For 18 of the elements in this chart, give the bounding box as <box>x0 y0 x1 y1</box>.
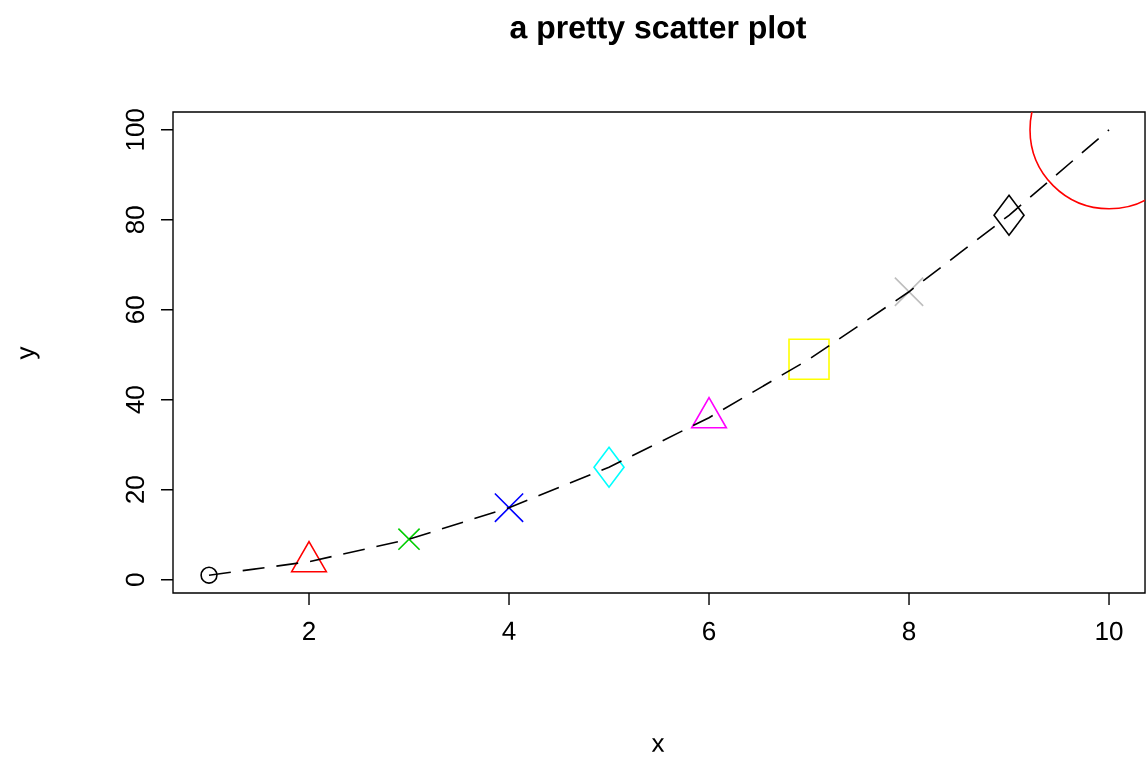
y-tick-label: 20 <box>125 476 145 503</box>
x-tick-label: 2 <box>303 621 315 641</box>
x-tick-label: 10 <box>1096 621 1123 641</box>
x-tick-label: 6 <box>703 621 716 641</box>
point <box>200 566 218 584</box>
point <box>788 338 830 381</box>
y-tick-label: 60 <box>125 296 145 323</box>
point <box>993 194 1025 237</box>
x-tick-label: 8 <box>902 621 916 641</box>
point <box>593 446 625 489</box>
x-tick-label: 4 <box>502 621 516 640</box>
chart-title: a pretty scatter plot <box>510 15 807 45</box>
y-tick-label: 80 <box>125 206 145 234</box>
y-axis-title: y <box>20 346 40 360</box>
x-axis-title: x <box>651 738 665 752</box>
y-tick-label: 40 <box>125 386 145 414</box>
y-tick-label: 100 <box>125 109 145 150</box>
y-tick-label: 0 <box>125 573 145 586</box>
